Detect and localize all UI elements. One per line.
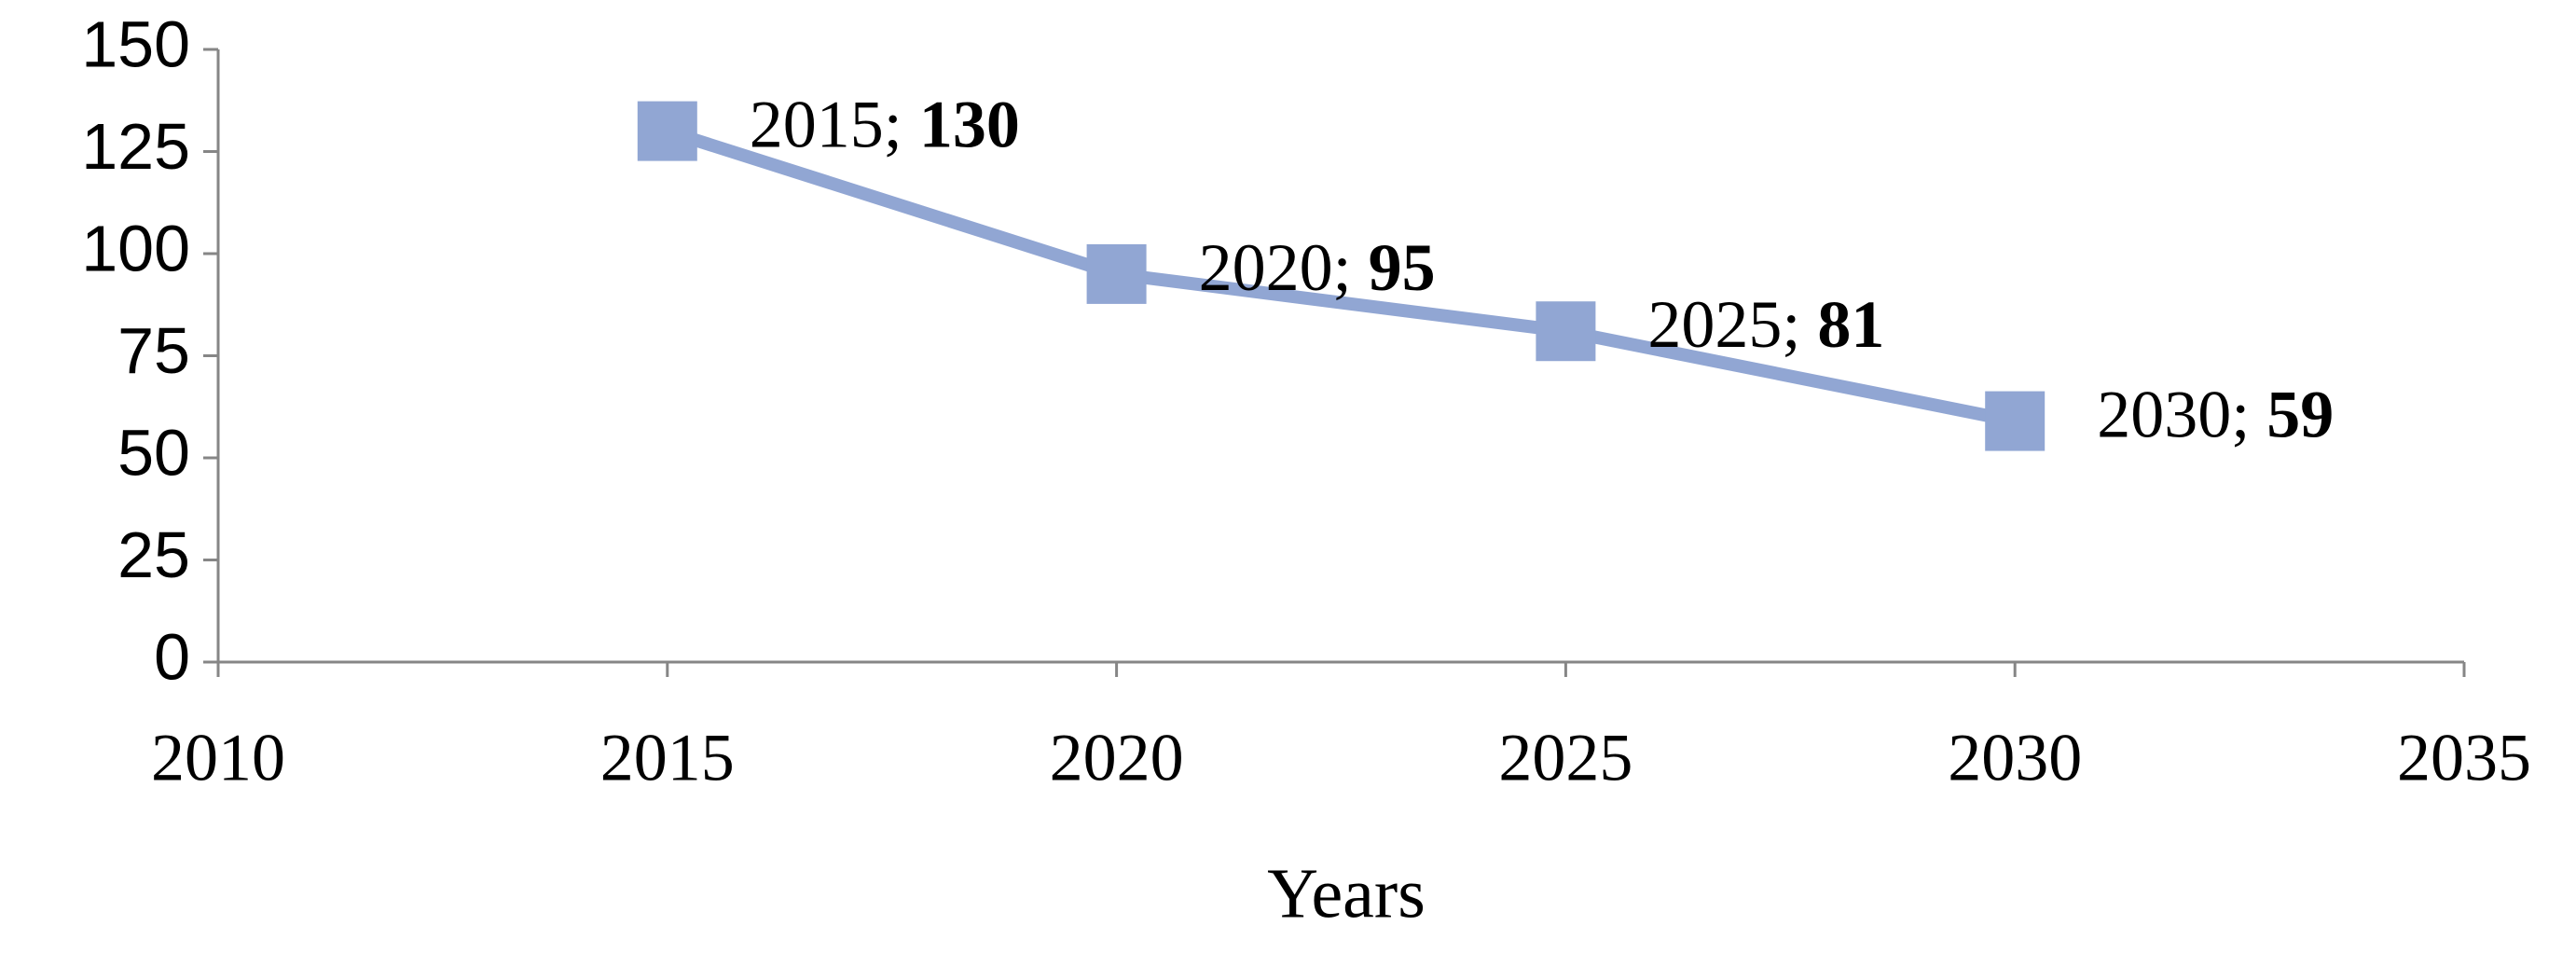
- y-tick-label: 25: [117, 518, 190, 591]
- x-tick-label: 2030: [1948, 721, 2082, 795]
- x-axis-title: Years: [1267, 854, 1426, 932]
- x-tick-label: 2020: [1050, 721, 1184, 795]
- x-tick-label: 2025: [1498, 721, 1632, 795]
- marker: [637, 101, 697, 161]
- y-tick-label: 75: [117, 314, 190, 387]
- marker: [1985, 391, 2046, 451]
- data-label: 2030; 59: [2097, 377, 2334, 451]
- data-label: 2020; 95: [1199, 229, 1436, 304]
- x-tick-label: 2010: [151, 721, 285, 795]
- marker: [1086, 243, 1147, 304]
- y-tick-label: 100: [81, 212, 190, 284]
- x-tick-label: 2035: [2397, 721, 2531, 795]
- y-tick-label: 150: [81, 7, 190, 80]
- y-tick-label: 50: [117, 416, 190, 489]
- data-label: 2025; 81: [1647, 287, 1884, 362]
- marker: [1536, 301, 1596, 362]
- y-tick-label: 0: [154, 620, 190, 693]
- data-label: 2015; 130: [750, 87, 1020, 161]
- series-line: [665, 124, 2017, 428]
- y-tick-label: 125: [81, 110, 190, 183]
- x-tick-label: 2015: [600, 721, 735, 795]
